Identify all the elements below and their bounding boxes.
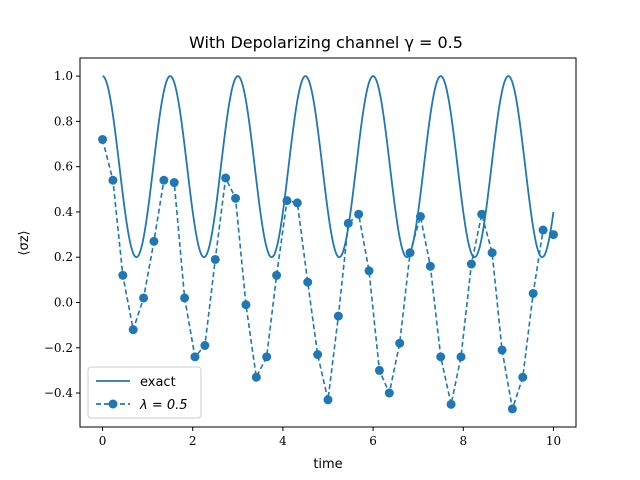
- series-lambda-point: [374, 365, 384, 375]
- chart-title: With Depolarizing channel γ = 0.5: [189, 33, 463, 52]
- series-lambda-point: [395, 338, 405, 348]
- legend-lambda-marker: [108, 399, 118, 409]
- series-lambda-point: [169, 178, 179, 188]
- series-lambda-point: [477, 209, 487, 219]
- y-tick-label: 0.2: [54, 250, 73, 264]
- y-tick-label: 0.4: [54, 205, 73, 219]
- series-lambda-point: [262, 352, 272, 362]
- series-lambda-point: [518, 372, 528, 382]
- x-tick-label: 2: [189, 434, 197, 448]
- series-lambda-point: [497, 345, 507, 355]
- x-tick-label: 8: [459, 434, 467, 448]
- series-lambda-point: [200, 341, 210, 350]
- series-lambda-point: [548, 230, 558, 240]
- series-lambda-point: [466, 259, 476, 269]
- legend: exact λ = 0.5: [87, 366, 202, 419]
- series-lambda-point: [149, 236, 159, 246]
- legend-exact-label: exact: [140, 375, 176, 390]
- series-lambda-point: [405, 248, 415, 258]
- legend-lambda-label: λ = 0.5: [139, 398, 188, 413]
- plot-area: [79, 57, 577, 428]
- series-lambda-point: [139, 293, 149, 303]
- series-lambda-point: [272, 270, 282, 280]
- series-lambda-point: [159, 175, 169, 185]
- series-layer: [98, 75, 558, 414]
- series-lambda-point: [384, 388, 394, 398]
- series-lambda-point: [241, 300, 251, 310]
- y-tick-label: −0.4: [44, 386, 74, 400]
- series-lambda-point: [364, 266, 374, 276]
- x-axis: 0 2 4 6 8 10: [99, 427, 561, 448]
- series-lambda-point: [190, 352, 200, 362]
- series-lambda-point: [210, 254, 220, 264]
- series-lambda-point: [425, 261, 435, 271]
- x-tick-label: 6: [369, 434, 377, 448]
- series-lambda-point: [354, 209, 364, 219]
- x-tick-label: 4: [279, 434, 287, 448]
- series-lambda-line: [101, 139, 554, 410]
- series-lambda-point: [446, 399, 456, 409]
- series-lambda-point: [180, 293, 190, 303]
- x-tick-label: 0: [99, 434, 107, 448]
- series-lambda-point: [538, 225, 548, 235]
- x-tick-label: 10: [546, 434, 561, 448]
- series-lambda-point: [108, 175, 118, 185]
- series-lambda-point: [436, 352, 446, 362]
- series-lambda-point: [118, 270, 128, 280]
- y-tick-label: 1.0: [54, 69, 73, 83]
- series-lambda-point: [507, 404, 517, 414]
- series-lambda-point: [415, 211, 425, 221]
- series-lambda-point: [231, 193, 241, 203]
- y-axis: −0.4 −0.2 0.0 0.2 0.4 0.6 0.8 1.0: [44, 69, 80, 400]
- series-exact-line: [102, 75, 555, 259]
- series-lambda-point: [323, 395, 333, 405]
- series-lambda-point: [98, 135, 108, 144]
- series-lambda-point: [528, 288, 538, 298]
- series-lambda-point: [343, 218, 353, 228]
- series-lambda-point: [282, 196, 292, 206]
- series-lambda-point: [292, 198, 302, 208]
- series-lambda-point: [251, 372, 261, 382]
- series-lambda-point: [128, 325, 138, 335]
- y-axis-label: ⟨σz⟩: [17, 230, 32, 255]
- y-tick-label: 0.0: [54, 295, 73, 309]
- series-lambda-point: [303, 277, 313, 287]
- y-tick-label: 0.6: [54, 160, 73, 174]
- series-lambda-point: [333, 311, 343, 321]
- y-tick-label: −0.2: [44, 341, 73, 355]
- series-lambda-point: [456, 352, 466, 362]
- y-tick-label: 0.8: [54, 114, 73, 128]
- x-axis-label: time: [313, 457, 342, 472]
- series-lambda-point: [487, 248, 497, 258]
- series-lambda-point: [221, 173, 231, 183]
- series-lambda-point: [313, 350, 323, 360]
